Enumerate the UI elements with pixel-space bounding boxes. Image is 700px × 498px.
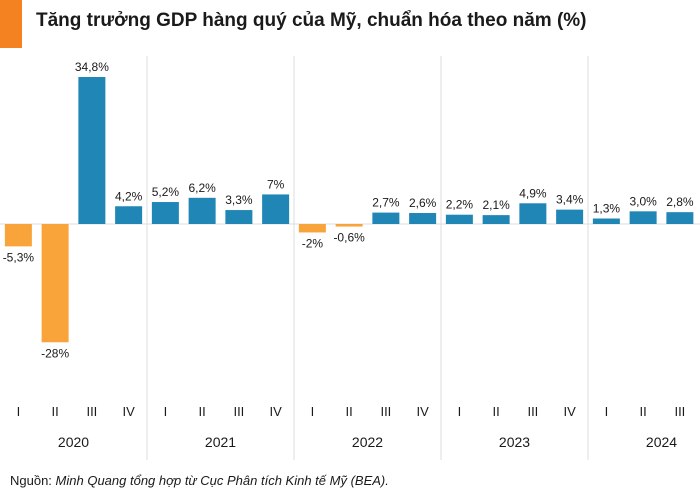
data-label-2023-III: 4,9% (519, 186, 547, 200)
quarter-label-2021-IV: IV (269, 404, 282, 419)
year-label-2021: 2021 (205, 434, 236, 450)
quarter-label-2021-II: II (199, 404, 206, 419)
bar-2021-IV (262, 194, 290, 224)
quarter-label-2021-III: III (233, 404, 244, 419)
title-accent-block (0, 0, 22, 48)
source-note: Nguồn: Minh Quang tổng hợp từ Cục Phân t… (10, 473, 389, 488)
quarter-label-2022-II: II (346, 404, 353, 419)
quarter-label-2023-IV: IV (563, 404, 576, 419)
data-label-2023-II: 2,1% (482, 198, 510, 212)
quarter-label-2022-I: I (311, 404, 315, 419)
quarter-label-2023-I: I (458, 404, 462, 419)
quarter-label-2024-III: III (674, 404, 685, 419)
quarter-label-2024-II: II (640, 404, 647, 419)
bar-2024-II (629, 211, 657, 224)
bar-2022-II (335, 224, 363, 227)
bar-2020-III (78, 77, 106, 224)
data-label-2023-I: 2,2% (446, 198, 474, 212)
quarter-label-2024-I: I (605, 404, 609, 419)
data-label-2024-I: 1,3% (593, 202, 621, 216)
data-label-2022-I: -2% (302, 236, 324, 250)
data-label-2022-IV: 2,6% (409, 196, 437, 210)
data-label-2021-III: 3,3% (225, 193, 253, 207)
bar-2021-I (151, 202, 179, 224)
data-label-2023-IV: 3,4% (556, 193, 584, 207)
bar-2024-I (592, 218, 620, 224)
bar-2022-I (298, 224, 326, 233)
data-label-2020-III: 34,8% (75, 60, 109, 74)
data-label-2020-I: -5,3% (3, 250, 35, 264)
data-label-2022-II: -0,6% (333, 231, 365, 245)
year-label-2024: 2024 (646, 434, 677, 450)
bar-2020-II (41, 224, 69, 343)
chart-title: Tăng trưởng GDP hàng quý của Mỹ, chuẩn h… (36, 10, 587, 31)
data-label-2020-IV: 4,2% (115, 189, 143, 203)
source-text: Minh Quang tổng hợp từ Cục Phân tích Kin… (55, 473, 389, 488)
data-label-2022-III: 2,7% (372, 196, 400, 210)
bar-2020-IV (115, 206, 143, 224)
quarter-label-2023-III: III (527, 404, 538, 419)
quarter-label-2020-I: I (17, 404, 21, 419)
bar-2024-III (666, 212, 694, 224)
quarter-label-2020-IV: IV (122, 404, 135, 419)
quarter-label-2022-IV: IV (416, 404, 429, 419)
bar-2020-I (4, 224, 32, 247)
year-label-2023: 2023 (499, 434, 530, 450)
quarter-label-2020-III: III (86, 404, 97, 419)
quarter-label-2022-III: III (380, 404, 391, 419)
bar-2023-II (482, 215, 510, 224)
bar-2023-III (519, 203, 547, 224)
data-label-2024-II: 3,0% (629, 194, 657, 208)
year-label-2020: 2020 (58, 434, 89, 450)
source-prefix: Nguồn: (10, 473, 56, 488)
quarter-label-2021-I: I (164, 404, 168, 419)
bar-2022-III (372, 212, 400, 224)
data-label-2021-IV: 7% (267, 177, 285, 191)
data-label-2021-I: 5,2% (152, 185, 180, 199)
bar-2023-I (445, 214, 473, 224)
year-label-2022: 2022 (352, 434, 383, 450)
bar-2023-IV (556, 209, 584, 224)
data-label-2021-II: 6,2% (188, 181, 216, 195)
quarter-label-2023-II: II (493, 404, 500, 419)
data-label-2024-III: 2,8% (666, 195, 694, 209)
bar-2021-III (225, 210, 253, 224)
quarter-label-2020-II: II (52, 404, 59, 419)
bar-2022-IV (409, 213, 437, 224)
data-label-2020-II: -28% (41, 346, 69, 360)
bar-2021-II (188, 197, 216, 224)
